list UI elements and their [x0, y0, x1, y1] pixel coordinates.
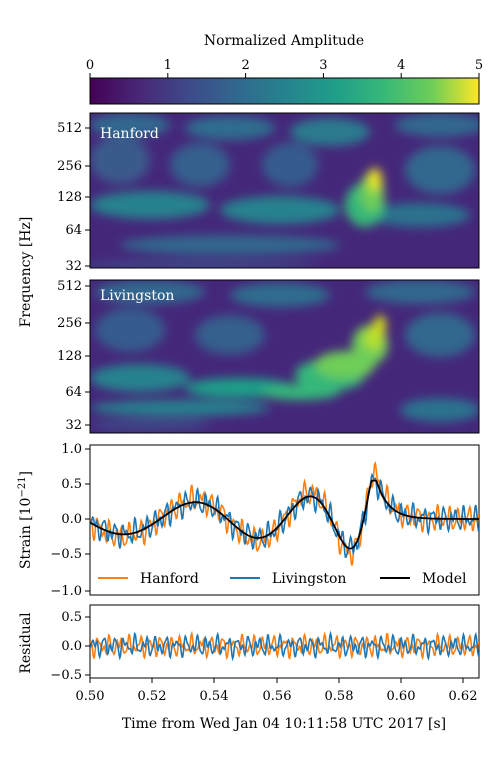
cb-tick-label: 0	[86, 58, 94, 73]
freq-tick-label: 32	[65, 259, 82, 274]
cb-tick-label: 5	[475, 58, 483, 73]
freq-tick-label: 64	[65, 223, 82, 238]
freq-tick-label: 128	[57, 190, 82, 205]
cb-tick-label: 3	[319, 58, 327, 73]
legend: Hanford Livingston Model	[98, 571, 467, 587]
x-tick-label: 0.60	[387, 689, 416, 704]
colorbar-title: Normalized Amplitude	[204, 33, 364, 49]
freq-tick-label: 512	[57, 121, 82, 136]
strain-frame	[89, 444, 480, 596]
cb-tick-label: 1	[164, 58, 172, 73]
residual-panel: 0.5 0.0 −0.5 Residual	[18, 604, 480, 683]
model-strain-line	[90, 479, 479, 550]
x-axis: 0.50 0.52 0.54 0.56 0.58 0.60 0.62 Time …	[76, 678, 478, 732]
strain-axis-label-exp: −21	[17, 476, 28, 497]
strain-tick-label: −0.5	[50, 547, 82, 562]
strain-axis-label-end: ]	[18, 471, 34, 476]
hanford-residual-line	[90, 630, 479, 661]
residual-tick-label: −0.5	[50, 668, 82, 683]
freq-tick-label: 128	[57, 349, 82, 364]
hanford-strain-line	[90, 461, 479, 566]
livingston-spectrogram: Livingston	[90, 280, 479, 433]
strain-axis-label: Strain [10−21]	[17, 471, 34, 569]
residual-tick-label: 0.0	[61, 639, 82, 654]
frequency-axis-label: Frequency [Hz]	[18, 217, 34, 328]
strain-tick-label: 1.0	[61, 442, 82, 457]
x-tick-label: 0.56	[263, 689, 292, 704]
legend-model-label: Model	[422, 571, 467, 587]
strain-panel: 1.0 0.5 0.0 −0.5 −1.0 Strain [10−21] Han…	[17, 442, 480, 599]
livingston-strain-line	[90, 472, 479, 558]
freq-tick-label: 32	[65, 418, 82, 433]
strain-tick-label: −1.0	[50, 584, 82, 599]
colorbar-ticks: 0 1 2 3 4 5	[86, 58, 483, 78]
x-tick-label: 0.52	[138, 689, 167, 704]
residual-axis-label: Residual	[18, 612, 34, 674]
colorbar	[89, 77, 480, 105]
freq-tick-label: 64	[65, 385, 82, 400]
hanford-frame	[89, 112, 480, 269]
freq-tick-label: 512	[57, 279, 82, 294]
x-tick-label: 0.62	[449, 689, 478, 704]
strain-axis-label-main: Strain [10	[18, 498, 34, 569]
strain-tick-label: 0.5	[61, 477, 82, 492]
legend-livingston-label: Livingston	[272, 571, 346, 587]
panel-label-livingston: Livingston	[100, 288, 174, 304]
legend-hanford-label: Hanford	[140, 571, 199, 587]
frequency-axis: 512 256 128 64 32 512 256 128 64 32 Freq…	[18, 121, 90, 433]
freq-tick-label: 256	[57, 316, 82, 331]
residual-tick-label: 0.5	[61, 610, 82, 625]
cb-tick-label: 2	[241, 58, 249, 73]
x-axis-label: Time from Wed Jan 04 10:11:58 UTC 2017 […	[122, 716, 446, 732]
x-tick-label: 0.50	[76, 689, 105, 704]
panel-label-hanford: Hanford	[100, 126, 159, 142]
strain-tick-label: 0.0	[61, 512, 82, 527]
x-tick-label: 0.54	[200, 689, 229, 704]
freq-tick-label: 256	[57, 159, 82, 174]
cb-tick-label: 4	[397, 58, 405, 73]
hanford-spectrogram: Hanford	[90, 113, 479, 268]
x-tick-label: 0.58	[325, 689, 354, 704]
livingston-residual-line	[90, 630, 479, 662]
